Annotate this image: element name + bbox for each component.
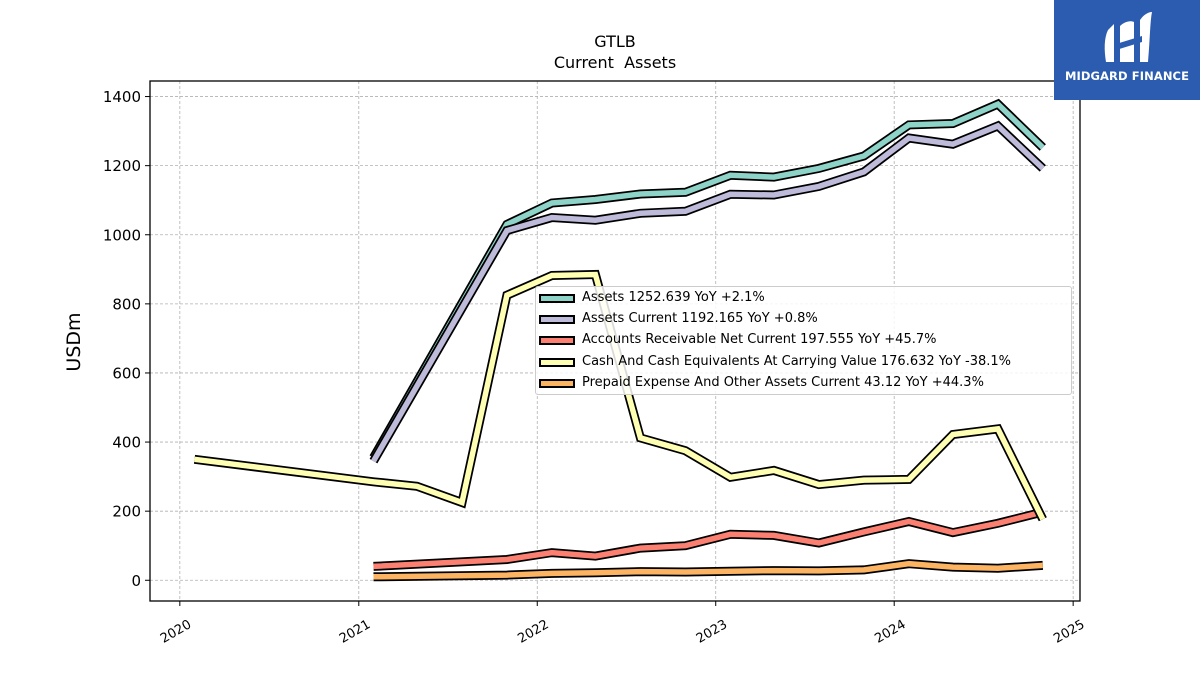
y-axis-label: USDm bbox=[63, 312, 85, 371]
series-line bbox=[369, 120, 1046, 464]
x-tick-label: 2020 bbox=[158, 617, 194, 647]
series-line bbox=[369, 98, 1046, 460]
y-tick-label: 800 bbox=[112, 295, 141, 313]
legend-item: Assets 1252.639 YoY +2.1% bbox=[536, 289, 1071, 310]
chart-title: GTLB bbox=[594, 32, 636, 51]
legend-swatch bbox=[539, 357, 575, 367]
y-tick-label: 200 bbox=[112, 503, 141, 521]
logo-text: MIDGARD FINANCE bbox=[1064, 69, 1190, 83]
legend-item: Cash And Cash Equivalents At Carrying Va… bbox=[536, 353, 1071, 374]
legend-swatch bbox=[539, 378, 575, 388]
legend-swatch bbox=[539, 336, 575, 346]
legend-swatch bbox=[539, 294, 575, 303]
series-line-fill bbox=[194, 271, 1046, 521]
y-tick-label: 400 bbox=[112, 434, 141, 452]
legend-label: Assets Current 1192.165 YoY +0.8% bbox=[582, 311, 818, 327]
series-line-fill bbox=[373, 509, 1044, 570]
x-tick-label: 2025 bbox=[1051, 617, 1087, 647]
chart-subtitle: Current Assets bbox=[554, 53, 676, 72]
y-tick-label: 600 bbox=[112, 364, 141, 382]
x-tick-label: 2022 bbox=[515, 617, 551, 647]
legend-label: Assets 1252.639 YoY +2.1% bbox=[582, 290, 765, 305]
series-line-fill bbox=[371, 100, 1045, 459]
x-tick-label: 2024 bbox=[872, 617, 908, 647]
series-line-fill bbox=[373, 560, 1043, 580]
legend-label: Prepaid Expense And Other Assets Current… bbox=[582, 374, 984, 390]
series-line bbox=[193, 269, 1047, 522]
legend-label: Accounts Receivable Net Current 197.555 … bbox=[582, 332, 937, 348]
series-line-fill bbox=[371, 122, 1045, 463]
grid bbox=[150, 81, 1080, 601]
series-layer bbox=[193, 98, 1047, 582]
legend: Assets 1252.639 YoY +2.1% Assets Current… bbox=[535, 286, 1072, 395]
y-tick-label: 1400 bbox=[103, 88, 141, 106]
series-line bbox=[373, 507, 1044, 571]
legend-swatch bbox=[539, 315, 575, 325]
y-tick-label: 1000 bbox=[103, 226, 141, 244]
series-line bbox=[373, 559, 1044, 582]
legend-item: Prepaid Expense And Other Assets Current… bbox=[536, 374, 1071, 395]
y-tick-label: 0 bbox=[131, 572, 141, 590]
legend-item: Accounts Receivable Net Current 197.555 … bbox=[536, 331, 1071, 352]
legend-item: Assets Current 1192.165 YoY +0.8% bbox=[536, 310, 1071, 331]
x-tick-label: 2023 bbox=[694, 617, 730, 647]
logo-mark-icon bbox=[1104, 12, 1152, 62]
plot-frame bbox=[149, 80, 1081, 602]
x-tick-label: 2021 bbox=[337, 617, 373, 647]
legend-label: Cash And Cash Equivalents At Carrying Va… bbox=[582, 353, 1011, 369]
y-tick-label: 1200 bbox=[103, 157, 141, 175]
brand-logo: MIDGARD FINANCE bbox=[1054, 0, 1200, 100]
